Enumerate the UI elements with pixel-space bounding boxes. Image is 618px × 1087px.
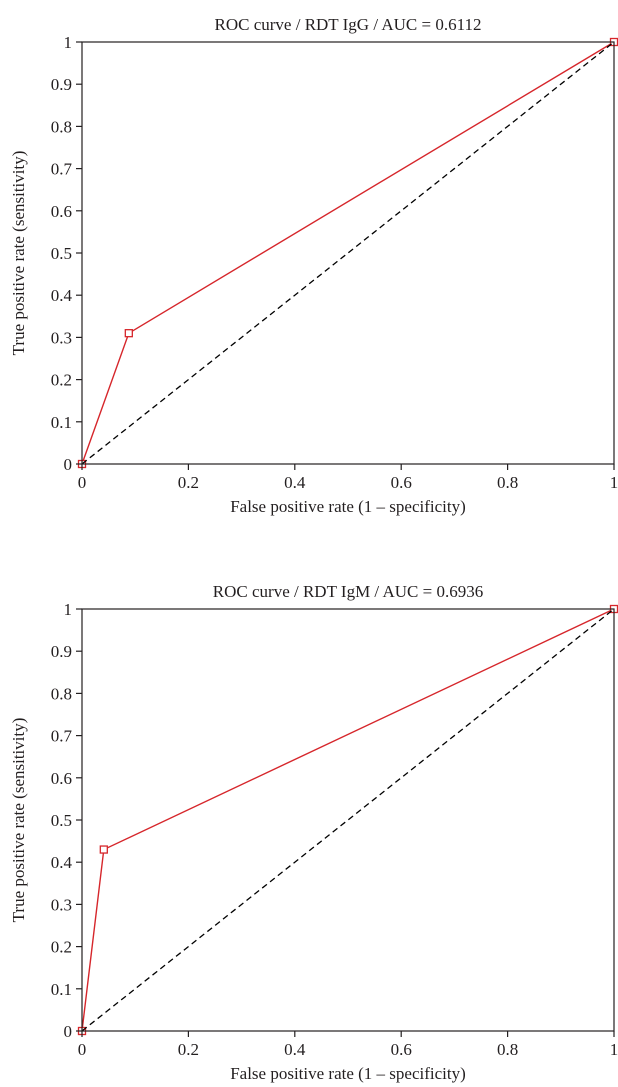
y-tick-label: 0.7	[51, 727, 73, 746]
y-axis-title: True positive rate (sensitivity)	[9, 151, 28, 356]
y-tick-label: 0	[64, 455, 73, 474]
roc-point	[124, 329, 133, 338]
y-tick-label: 0.2	[51, 371, 72, 390]
y-tick-label: 0.9	[51, 642, 72, 661]
x-axis-title: False positive rate (1 – specificity)	[230, 1064, 466, 1083]
y-tick-label: 0.2	[51, 938, 72, 957]
x-tick-label: 0.8	[497, 473, 518, 492]
roc-chart-igg-svg: ROC curve / RDT IgG / AUC = 0.6112 0 0.2 0.…	[9, 15, 618, 516]
y-tick-label: 0.7	[51, 160, 73, 179]
x-tick-label: 0.2	[178, 473, 199, 492]
x-tick-label: 0	[78, 1040, 87, 1059]
y-tick-label: 0.8	[51, 117, 72, 136]
roc-chart-igm-svg: ROC curve / RDT IgM / AUC = 0.6936 0 0.2 0.…	[9, 582, 618, 1083]
x-tick-label: 0.4	[284, 1040, 306, 1059]
y-tick-label: 1	[64, 600, 73, 619]
x-tick-label: 1	[610, 1040, 618, 1059]
reference-diagonal-line	[81, 41, 615, 465]
y-tick-label: 0.4	[51, 286, 73, 305]
y-tick-label: 0.6	[51, 769, 72, 788]
y-tick-label: 1	[64, 33, 73, 52]
y-tick-label: 0.5	[51, 244, 72, 263]
x-tick-label: 0	[78, 473, 87, 492]
y-tick-label: 0.9	[51, 75, 72, 94]
x-tick-label: 0.2	[178, 1040, 199, 1059]
y-tick-label: 0	[64, 1022, 73, 1041]
roc-chart-igg: ROC curve / RDT IgG / AUC = 0.6112 0 0.2 0.…	[0, 0, 618, 520]
x-tick-label: 0.4	[284, 473, 306, 492]
roc-point	[99, 845, 108, 854]
y-tick-label: 0.6	[51, 202, 72, 221]
y-tick-label: 0.4	[51, 853, 73, 872]
y-tick-label: 0.3	[51, 895, 72, 914]
y-axis-title: True positive rate (sensitivity)	[9, 718, 28, 923]
y-tick-label: 0.5	[51, 811, 72, 830]
y-tick-label: 0.1	[51, 413, 72, 432]
y-tick-label: 0.1	[51, 980, 72, 999]
x-tick-label: 0.8	[497, 1040, 518, 1059]
chart-title: ROC curve / RDT IgM / AUC = 0.6936	[213, 582, 483, 601]
y-tick-label: 0.8	[51, 684, 72, 703]
x-tick-label: 0.6	[391, 473, 412, 492]
x-axis-title: False positive rate (1 – specificity)	[230, 497, 466, 516]
chart-title: ROC curve / RDT IgG / AUC = 0.6112	[215, 15, 482, 34]
reference-diagonal-line	[81, 608, 615, 1032]
x-tick-label: 0.6	[391, 1040, 412, 1059]
roc-chart-igm: ROC curve / RDT IgM / AUC = 0.6936 0 0.2 0.…	[0, 567, 618, 1087]
x-tick-label: 1	[610, 473, 618, 492]
y-tick-label: 0.3	[51, 328, 72, 347]
